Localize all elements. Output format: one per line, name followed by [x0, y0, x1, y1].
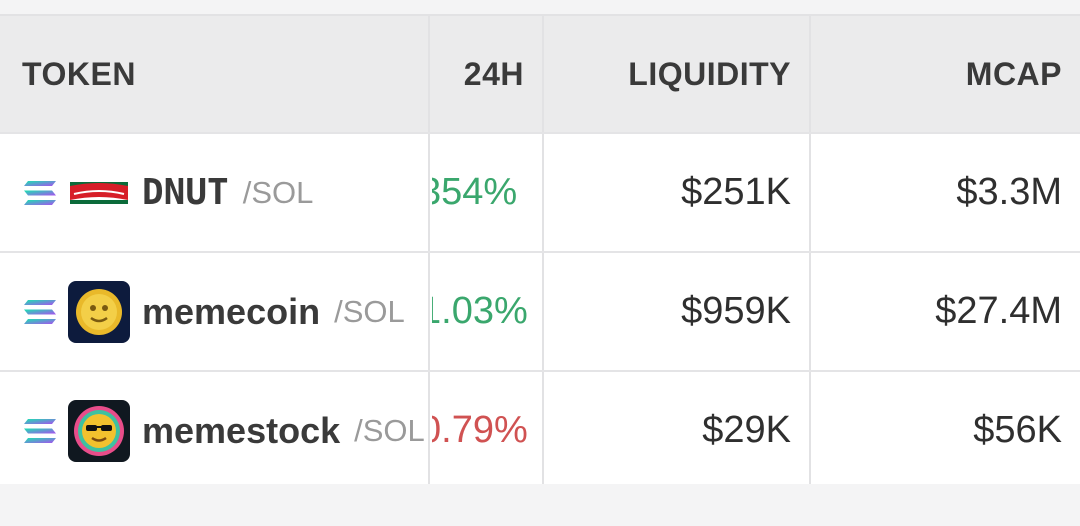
header-mcap[interactable]: MCAP: [965, 55, 1062, 92]
token-pair: /SOL: [354, 412, 425, 448]
change-24h-cell: 0.79%: [432, 372, 544, 489]
mcap-value: $27.4M: [935, 290, 1062, 332]
table-header: TOKEN 24H LIQUIDITY MCAP: [0, 16, 1080, 134]
token-symbol[interactable]: memestock: [142, 409, 341, 451]
token-symbol[interactable]: memecoin: [142, 290, 321, 332]
memecoin-logo-icon: [68, 280, 130, 343]
liquidity-cell: $29K: [545, 372, 811, 489]
token-cell: DNUT /SOL: [0, 134, 430, 251]
solana-icon: [24, 418, 56, 443]
liquidity-value: $251K: [681, 171, 791, 213]
change-24h-value: 0.79%: [432, 409, 528, 451]
mcap-cell: $3.3M: [812, 134, 1080, 251]
top-strip: [0, 0, 1080, 16]
change-24h-cell: 1.03%: [432, 253, 544, 370]
bottom-strip: [0, 484, 1080, 526]
header-24h[interactable]: 24H: [432, 16, 544, 132]
token-cell: memestock /SOL: [0, 372, 430, 489]
mcap-cell: $56K: [812, 372, 1080, 489]
memestock-logo-icon: [68, 399, 130, 462]
table-row[interactable]: memecoin /SOL 1.03% $959K $27.4M: [0, 253, 1080, 372]
table-row[interactable]: memestock /SOL 0.79% $29K $56K: [0, 372, 1080, 491]
token-cell: memecoin /SOL: [0, 253, 430, 370]
solana-icon: [24, 299, 56, 324]
change-24h-value: 354%: [432, 171, 518, 213]
liquidity-cell: $959K: [545, 253, 811, 370]
table-row[interactable]: DNUT /SOL 354% $251K $3.3M: [0, 134, 1080, 253]
solana-icon: [24, 180, 56, 205]
token-pair: /SOL: [334, 293, 405, 329]
liquidity-cell: $251K: [545, 134, 811, 251]
change-24h-cell: 354%: [432, 134, 544, 251]
liquidity-value: $959K: [681, 290, 791, 332]
token-table: TOKEN 24H LIQUIDITY MCAP DNUT /SOL 3: [0, 16, 1080, 491]
change-24h-value: 1.03%: [432, 290, 528, 332]
header-liquidity[interactable]: LIQUIDITY: [545, 16, 811, 132]
mcap-value: $56K: [973, 409, 1062, 451]
token-symbol[interactable]: DNUT: [142, 172, 229, 213]
mcap-value: $3.3M: [956, 171, 1062, 213]
token-pair: /SOL: [242, 174, 314, 210]
mcap-cell: $27.4M: [812, 253, 1080, 370]
krispy-kreme-logo-icon: [68, 177, 130, 208]
header-token[interactable]: TOKEN: [0, 16, 430, 132]
liquidity-value: $29K: [702, 409, 791, 451]
